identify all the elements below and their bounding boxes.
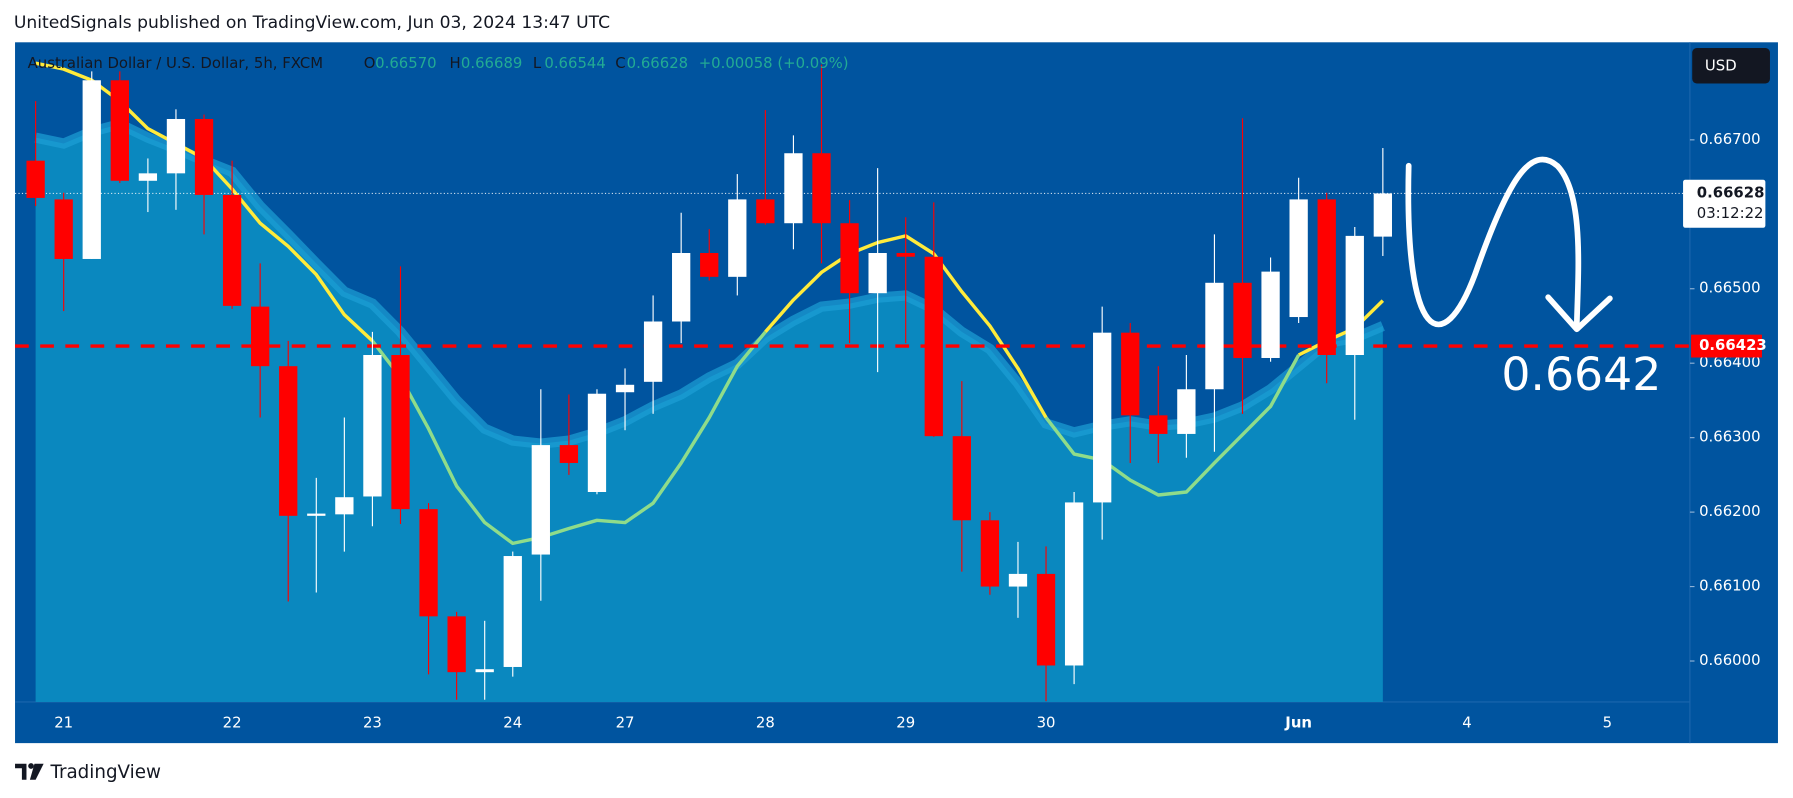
x-tick-label: 22 — [223, 714, 242, 732]
candle-body — [1261, 271, 1280, 358]
currency[interactable]: USD — [1705, 56, 1737, 74]
candle-body — [756, 199, 775, 224]
level-label-box — [1691, 334, 1762, 358]
candle-body — [587, 393, 607, 493]
candle-body — [1345, 235, 1364, 356]
candle-body — [1317, 199, 1336, 356]
candle-body — [1205, 282, 1224, 390]
candle-body — [1008, 573, 1028, 587]
symbol-legend: Australian Dollar / U.S. Dollar, 5h, FXC… — [28, 54, 323, 72]
candle-body — [868, 253, 887, 294]
x-tick-label: Jun — [1284, 714, 1312, 732]
candle-body — [1373, 193, 1392, 237]
annotation: 0.6642 — [1501, 348, 1661, 401]
x-tick-label: 30 — [1037, 714, 1056, 732]
candle-body — [279, 366, 298, 516]
level-label: 0.66423 — [1699, 336, 1767, 354]
x-tick-label: 23 — [363, 714, 382, 732]
x-tick-label: 29 — [896, 714, 915, 732]
ma-line — [371, 330, 1301, 546]
y-tick-label: 0.66000 — [1699, 651, 1760, 669]
candle-body — [559, 445, 579, 463]
y-tick-label: 0.66500 — [1699, 279, 1760, 297]
candle-body — [307, 513, 326, 516]
candle-body — [166, 118, 186, 174]
y-tick-label: 0.66200 — [1699, 502, 1760, 520]
plot: 0.66000 0.66100 0.66200 0.66300 0.66400 0.665… — [15, 61, 1767, 732]
legend-value: 0.66570 — [375, 54, 436, 72]
candle-body — [1289, 199, 1308, 318]
legend-key: H — [449, 54, 460, 72]
candle-body — [980, 520, 1000, 587]
last-price-box — [1683, 179, 1766, 228]
candle-body — [924, 256, 943, 437]
logo — [15, 763, 44, 780]
candle-body — [138, 173, 158, 181]
last-price-label: 0.66628 — [1697, 183, 1765, 201]
candle-body — [728, 199, 747, 277]
x-tick-label: 24 — [503, 714, 522, 732]
candle-body — [840, 223, 859, 294]
y-tick-label: 0.66300 — [1699, 428, 1760, 446]
candle-body — [643, 321, 663, 382]
y-tick-label: 0.66700 — [1699, 130, 1760, 148]
candle-body — [1233, 282, 1252, 358]
x-tick-label: 27 — [616, 714, 635, 732]
candle-body — [784, 153, 803, 224]
candle-body — [700, 253, 719, 277]
legend-value: 0.66544 — [544, 54, 605, 72]
candle-body — [1121, 332, 1140, 416]
footer: TradingView — [49, 762, 161, 783]
arrow-head — [1545, 294, 1613, 333]
y-tick-label: 0.66400 — [1699, 353, 1760, 371]
candle-body — [447, 616, 466, 673]
x-tick-label: 21 — [54, 714, 73, 732]
legend-value: 0.66689 — [461, 54, 522, 72]
currency-button[interactable] — [1692, 48, 1770, 84]
legend-key: C — [615, 54, 625, 72]
candle-body — [531, 445, 550, 555]
candle-body — [54, 199, 73, 259]
x-tick-label: 28 — [756, 714, 775, 732]
candle-body — [363, 355, 382, 497]
candle-body — [812, 153, 831, 224]
candle-body — [475, 669, 494, 673]
candle-body — [110, 80, 129, 181]
candle-body — [615, 384, 635, 393]
candle-body — [26, 160, 45, 198]
candle-body — [1149, 415, 1168, 434]
candle-body — [672, 253, 691, 322]
legend-change: +0.00058 (+0.09%) — [699, 54, 849, 72]
y-tick-label: 0.66100 — [1699, 577, 1760, 595]
x-tick-label: 4 — [1462, 714, 1471, 732]
candle-body — [1064, 502, 1084, 666]
legend-value: 0.66628 — [627, 54, 688, 72]
countdown: 03:12:22 — [1697, 204, 1764, 222]
arrow-curve — [1405, 156, 1582, 330]
legend-key: L — [533, 54, 542, 72]
candle-body — [419, 509, 438, 617]
candle-body — [1036, 573, 1056, 666]
candle-body — [222, 194, 242, 306]
candle-body — [251, 306, 270, 367]
x-tick-label: 5 — [1603, 714, 1612, 732]
candle-body — [391, 355, 410, 510]
candle-body — [896, 253, 915, 257]
candle-body — [503, 556, 522, 667]
header: UnitedSignals published on TradingView.c… — [14, 13, 610, 33]
candle-body — [82, 80, 101, 259]
candle-body — [194, 118, 214, 195]
candle-body — [335, 497, 354, 515]
candle-body — [952, 436, 971, 521]
candle-body — [1093, 332, 1112, 503]
legend-key: O — [364, 54, 376, 72]
candle-body — [1177, 389, 1196, 434]
